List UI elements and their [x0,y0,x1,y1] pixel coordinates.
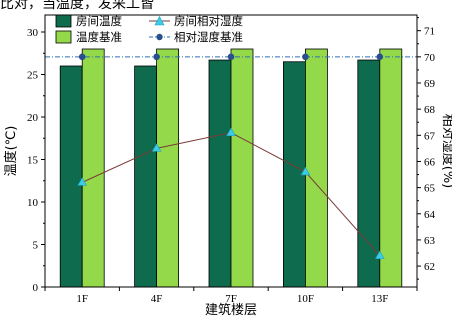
y-tick-label: 5 [33,240,39,252]
y-tick-label: 30 [27,27,39,39]
bar-temp-baseline-10F [304,48,328,288]
x-axis-title: 建筑楼层 [205,302,257,318]
x-tick-label: 7F [225,293,237,305]
x-tick-label: 13F [371,293,388,305]
y2-tick-label: 64 [424,209,436,221]
y2-tick-label: 67 [424,130,436,142]
y2-tick-label: 62 [424,261,435,273]
point-humidity-baseline-10F [302,53,309,61]
y2-tick-label: 63 [424,235,436,247]
y2-tick-label: 69 [424,78,436,90]
bars-layer [59,48,403,288]
bar-room-temp-1F [59,65,83,288]
y-tick-label: 20 [27,112,39,124]
y-tick-label: 0 [33,282,39,294]
legend-swatch-temp-baseline [55,30,72,44]
y-axis-title: 温度(℃) [3,126,19,177]
left-axis-ticks: 0 5 10 15 20 25 30 [27,27,45,294]
y2-axis-title: 相对湿度(%) [440,114,452,189]
point-room-humidity-1F [77,177,88,186]
legend-swatch-room-temp [55,14,72,28]
legend-marker-humidity-baseline [156,33,163,41]
header-fragment: 比对，当温度，发采工皆 [0,0,154,12]
point-room-humidity-13F [374,250,385,259]
point-humidity-baseline-1F [78,53,86,61]
bar-temp-baseline-13F [379,48,403,288]
x-axis-ticks: 1F 4F 7F 10F 13F [44,287,418,305]
legend-label-humidity-baseline: 相对湿度基准 [174,30,243,44]
bar-room-temp-7F [208,59,232,288]
y2-tick-label: 66 [424,156,436,168]
x-tick-label: 10F [297,293,314,305]
point-humidity-baseline-7F [227,53,235,61]
bar-temp-baseline-7F [230,48,254,288]
legend-label-room-humidity: 房间相对湿度 [174,14,243,28]
bar-room-temp-4F [134,65,158,288]
y2-tick-label: 70 [424,52,436,64]
lines-layer [45,53,417,259]
y-tick-label: 10 [27,197,39,209]
y-tick-label: 15 [27,155,39,167]
x-tick-label: 4F [151,293,163,305]
y2-tick-label: 68 [424,104,436,116]
plot-frame [44,14,418,288]
y2-tick-label: 71 [424,26,435,38]
bar-room-temp-13F [357,59,381,288]
right-axis-ticks: 62 63 64 65 66 67 68 69 70 71 [417,17,436,280]
legend-label-room-temp: 房间温度 [76,14,122,28]
y-tick-label: 25 [27,70,39,82]
point-humidity-baseline-13F [376,53,384,61]
point-room-humidity-10F [300,166,311,176]
legend-marker-room-humidity [154,15,165,26]
point-humidity-baseline-4F [153,53,160,61]
x-tick-label: 1F [76,293,88,305]
point-room-humidity-7F [226,127,236,136]
bar-temp-baseline-4F [156,48,180,288]
point-room-humidity-4F [151,143,162,152]
bar-temp-baseline-1F [81,48,105,288]
y2-tick-label: 65 [424,183,436,195]
legend-label-temp-baseline: 温度基准 [76,30,122,44]
legend: 房间温度 温度基准 房间相对湿度 相对湿度基准 [55,14,243,44]
